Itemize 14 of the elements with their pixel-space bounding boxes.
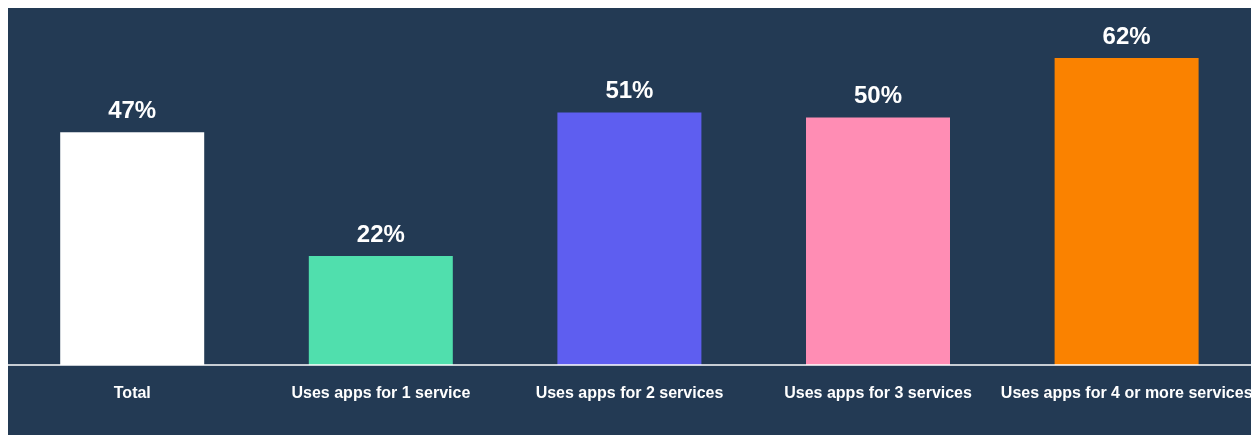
bar	[806, 117, 951, 365]
bar	[557, 112, 702, 365]
data-label: 62%	[1102, 22, 1151, 49]
data-label: 22%	[356, 220, 405, 248]
bar	[1054, 58, 1199, 365]
data-label: 51%	[605, 76, 654, 104]
x-tick-label: Uses apps for 1 service	[291, 384, 471, 402]
x-tick-label: Uses apps for 2 services	[535, 384, 724, 402]
data-label: 50%	[853, 81, 903, 109]
x-tick-label: Uses apps for 4 or more services	[1000, 384, 1253, 402]
x-tick-label: Uses apps for 3 services	[784, 384, 973, 402]
data-label: 47%	[108, 96, 157, 124]
x-tick-label: Total	[113, 384, 151, 402]
bar	[308, 256, 453, 365]
